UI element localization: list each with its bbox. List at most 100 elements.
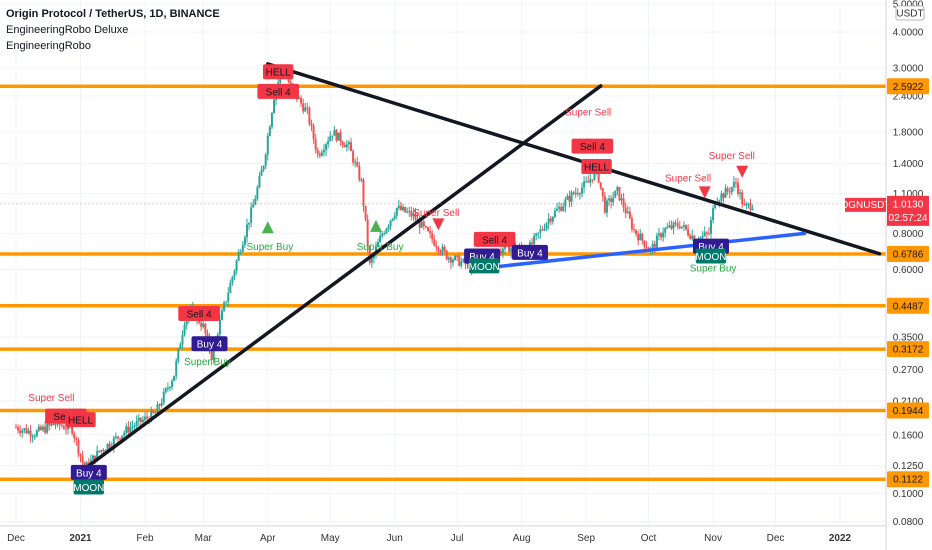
candle-body <box>137 417 140 421</box>
candle-body <box>458 255 461 266</box>
buy-arrow-icon <box>369 219 382 232</box>
candle-body <box>347 142 350 145</box>
level-badge <box>887 78 929 95</box>
level-value: 0.1122 <box>893 475 923 486</box>
candle-body <box>641 233 644 241</box>
candle-body <box>412 213 415 217</box>
candle-body <box>751 208 754 210</box>
candle-body <box>510 247 513 253</box>
candle-body <box>672 222 675 229</box>
candle-body <box>52 424 55 426</box>
candle-body <box>539 229 542 233</box>
candle-body <box>718 200 721 203</box>
candle-body <box>547 218 550 224</box>
candle-body <box>119 438 122 440</box>
candle-body <box>435 245 438 248</box>
candle-body <box>268 127 271 137</box>
price-tick-label: 1.8000 <box>893 127 924 138</box>
candle-body <box>637 234 640 241</box>
signal-text: HELL <box>68 416 93 427</box>
candle-body <box>726 188 729 192</box>
candle-body <box>273 99 276 114</box>
candle-body <box>707 232 710 234</box>
candle-body <box>354 162 357 164</box>
candle-body <box>325 144 328 151</box>
signal-text: Sell 4 <box>187 310 212 321</box>
candle-body <box>91 455 94 460</box>
candle-body <box>370 257 373 263</box>
signal-text: MOON <box>469 262 500 273</box>
candle-body <box>680 226 683 229</box>
candle-body <box>239 251 242 253</box>
candle-body <box>227 292 230 302</box>
candle-body <box>580 187 583 194</box>
level-value: 0.3172 <box>893 345 924 356</box>
candle-body <box>397 205 400 208</box>
candle-body <box>564 199 567 207</box>
candle-body <box>451 259 454 263</box>
candle-body <box>651 243 654 249</box>
time-tick-label: Nov <box>704 533 722 544</box>
candle-body <box>537 232 540 234</box>
candle-body <box>150 410 153 422</box>
svg-text:USDT: USDT <box>896 9 923 20</box>
candle-body <box>304 107 307 112</box>
candle-body <box>94 455 97 461</box>
sell-arrow-icon <box>698 186 711 199</box>
candle-body <box>737 182 740 194</box>
candle-body <box>678 226 681 229</box>
candle-body <box>749 203 752 210</box>
candle-body <box>160 402 163 406</box>
candle-body <box>256 187 259 199</box>
candle-body <box>331 135 334 137</box>
candle-body <box>657 233 660 236</box>
candle-body <box>732 182 735 188</box>
signal-text: HELL <box>266 68 291 79</box>
candle-body <box>223 302 226 311</box>
time-tick-label: Dec <box>7 533 25 544</box>
candle-body <box>123 432 126 436</box>
candle-body <box>666 227 669 229</box>
time-axis[interactable]: Dec 2021 Feb Mar Apr May Jun Jul Aug Sep Oct Nov Dec… <box>7 533 851 544</box>
candle-body <box>202 323 205 327</box>
candle-body <box>701 235 704 238</box>
candle-body <box>368 246 371 263</box>
super-buy-label: Super Buy <box>357 242 404 253</box>
candle-body <box>345 144 348 148</box>
candle-body <box>335 130 338 141</box>
candle-body <box>399 205 402 210</box>
signal-text: Buy 4 <box>698 242 724 253</box>
candle-body <box>610 198 613 203</box>
candle-body <box>624 207 627 214</box>
signal-text: MOON <box>695 252 726 263</box>
candle-body <box>608 198 611 201</box>
candle-body <box>54 424 57 426</box>
candle-body <box>424 225 427 228</box>
candle-body <box>135 420 138 426</box>
candle-body <box>79 453 82 456</box>
plot-area[interactable] <box>0 0 886 526</box>
candle-body <box>75 438 78 440</box>
candle-body <box>181 334 184 345</box>
candle-body <box>418 219 421 228</box>
candle-body <box>179 344 182 349</box>
candle-body <box>339 132 342 143</box>
candle-body <box>406 211 409 213</box>
level-value: 0.1944 <box>893 406 924 417</box>
candle-body <box>210 350 213 360</box>
candle-body <box>183 324 186 335</box>
candle-body <box>429 231 432 234</box>
candle-body <box>374 246 377 255</box>
candle-body <box>703 232 706 236</box>
candle-body <box>404 206 407 213</box>
price-tick-label: 4.0000 <box>893 27 924 38</box>
price-axis[interactable]: 5.0000 4.0000 3.0000 2.4000 1.8000 1.4000 1.10… <box>893 0 924 528</box>
candle-body <box>734 182 737 184</box>
candle-body <box>260 169 263 176</box>
buy-badge <box>511 244 548 260</box>
candle-body <box>327 141 330 145</box>
last-price-badge <box>887 195 929 226</box>
candle-body <box>100 450 103 452</box>
